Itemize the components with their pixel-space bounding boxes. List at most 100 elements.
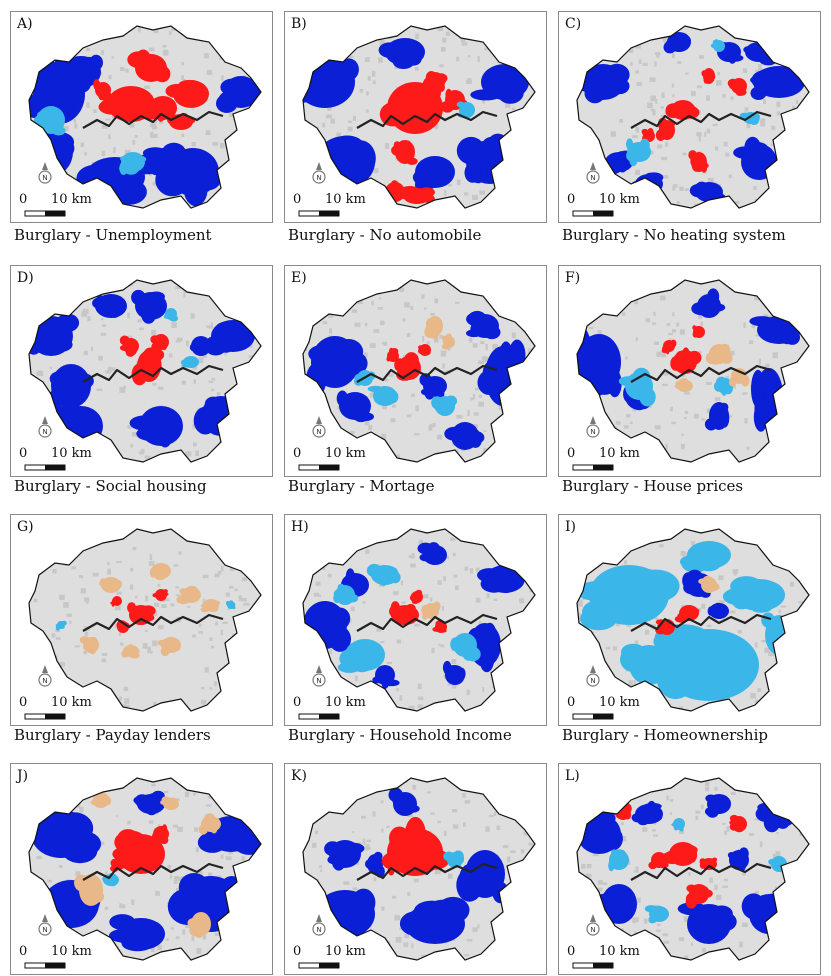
north-arrow-icon: N	[312, 416, 326, 438]
cluster-high-high	[701, 68, 716, 84]
cluster-high-high	[663, 842, 698, 866]
panel-label: L)	[565, 768, 580, 784]
cluster-high-high	[127, 602, 156, 625]
cluster-high-low	[79, 636, 99, 655]
scale-bar	[572, 464, 614, 471]
cluster-high-high	[167, 113, 196, 130]
cluster-low-low	[417, 542, 447, 565]
scale-bar	[298, 713, 340, 720]
cluster-high-low	[160, 796, 179, 810]
north-arrow-icon: N	[312, 665, 326, 687]
cluster-low-high	[577, 565, 680, 631]
river-thames	[82, 613, 224, 632]
cluster-low-high	[644, 905, 669, 924]
north-arrow-icon: N	[586, 914, 600, 936]
london-boundary	[576, 279, 810, 463]
scale-bar	[298, 464, 340, 471]
panel-caption: Burglary - No heating system	[562, 226, 786, 244]
scale-bar	[298, 962, 340, 969]
cluster-low-high	[608, 849, 629, 872]
cluster-low-low	[135, 142, 186, 176]
cluster-low-low	[419, 373, 447, 400]
cluster-low-low	[631, 800, 663, 826]
cluster-low-low	[456, 850, 509, 904]
cluster-low-high	[626, 138, 651, 167]
north-arrow-icon: N	[38, 416, 52, 438]
cluster-low-high	[33, 106, 66, 136]
cluster-low-low	[131, 289, 167, 324]
cluster-high-high	[152, 824, 169, 845]
cluster-high-high	[418, 344, 431, 356]
map-panel-j: N J) 0 10 km	[10, 763, 273, 975]
scale-distance-label: 10 km	[599, 695, 640, 710]
cluster-high-low	[674, 378, 693, 392]
london-map: N	[572, 279, 810, 471]
cluster-low-low	[372, 665, 400, 689]
river-thames	[630, 110, 772, 129]
cluster-low-low	[29, 808, 102, 864]
cluster-high-low	[424, 316, 443, 340]
cluster-low-high	[722, 576, 785, 613]
cluster-low-low	[216, 76, 261, 113]
cluster-high-high	[119, 335, 139, 357]
panel-label: G)	[17, 519, 34, 535]
cluster-high-low	[157, 637, 181, 657]
map-panel-l: N L) 0 10 km	[558, 763, 821, 975]
cluster-high-high	[661, 339, 677, 355]
london-map: N	[298, 25, 536, 217]
scale-bar	[298, 210, 340, 217]
london-map: N	[572, 528, 810, 720]
london-map: N	[24, 777, 262, 969]
cluster-low-low	[677, 902, 737, 944]
cluster-low-low	[204, 320, 255, 356]
cluster-high-high	[665, 100, 700, 120]
cluster-low-low	[109, 914, 165, 952]
panel-label: F)	[565, 270, 581, 286]
cluster-high-high	[692, 325, 705, 338]
cluster-high-high	[152, 589, 169, 601]
scale-distance-label: 10 km	[51, 446, 92, 461]
svg-text:N: N	[590, 174, 595, 182]
cluster-low-low	[704, 402, 730, 431]
cluster-high-high	[729, 814, 747, 833]
cluster-high-high	[144, 96, 177, 122]
cluster-high-low	[121, 644, 140, 659]
river-thames	[82, 110, 224, 129]
cluster-low-low	[129, 406, 183, 448]
cluster-high-low	[176, 585, 201, 605]
cluster-low-high	[119, 152, 147, 175]
scale-zero-label: 0	[19, 695, 28, 710]
cluster-low-low	[577, 63, 630, 104]
cluster-high-high	[648, 852, 671, 870]
cluster-high-high	[655, 117, 676, 141]
cluster-low-high	[180, 356, 199, 368]
river-thames	[356, 110, 498, 129]
panel-label: H)	[291, 519, 309, 535]
river-thames	[356, 613, 498, 632]
cluster-low-high	[333, 583, 359, 605]
cluster-low-low	[477, 565, 525, 593]
cluster-high-high	[409, 589, 423, 604]
cluster-high-high	[165, 79, 209, 108]
london-boundary	[28, 777, 262, 961]
panel-caption: Burglary - Household Income	[288, 726, 512, 744]
map-panel-k: N K) 0 10 km	[284, 763, 547, 975]
map-panel-c: N C) 0 10 km	[558, 11, 821, 223]
cluster-high-high	[386, 347, 399, 362]
scale-zero-label: 0	[567, 192, 576, 207]
london-map: N	[572, 25, 810, 217]
cluster-high-high	[394, 352, 421, 381]
cluster-low-low	[442, 660, 466, 685]
cluster-low-low	[365, 851, 385, 878]
scale-distance-label: 10 km	[599, 446, 640, 461]
panel-label: I)	[565, 519, 576, 535]
map-panel-g: N G) 0 10 km	[10, 514, 273, 726]
svg-text:N: N	[316, 428, 321, 436]
scale-distance-label: 10 km	[325, 695, 366, 710]
svg-text:N: N	[590, 926, 595, 934]
cluster-high-high	[110, 596, 122, 607]
north-arrow-icon: N	[312, 162, 326, 184]
cluster-low-high	[226, 600, 236, 610]
london-map: N	[24, 25, 262, 217]
north-arrow-icon: N	[586, 665, 600, 687]
